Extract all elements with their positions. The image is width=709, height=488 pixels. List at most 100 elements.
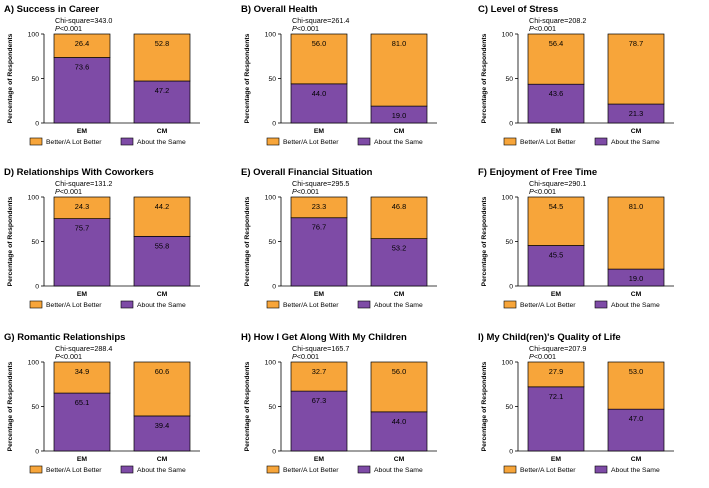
x-category-label: CM bbox=[157, 128, 168, 135]
p-value-symbol: P bbox=[55, 187, 60, 196]
y-axis-label: Percentage of Respondents bbox=[481, 196, 488, 286]
chi-square-label: Chi-square=290.1 bbox=[529, 179, 586, 188]
chi-square-label: Chi-square=131.2 bbox=[55, 179, 112, 188]
legend-swatch-better bbox=[29, 137, 43, 146]
y-axis-label: Percentage of Respondents bbox=[481, 361, 488, 451]
chart-svg: I) My Child(ren)'s Quality of LifeChi-sq… bbox=[478, 332, 674, 474]
y-tick-label: 50 bbox=[505, 76, 513, 83]
chi-square-label: Chi-square=288.4 bbox=[55, 344, 112, 353]
y-tick-label: 0 bbox=[35, 283, 39, 290]
bar-about-the-same bbox=[370, 238, 428, 287]
bar-about-the-same bbox=[133, 235, 191, 287]
chi-square-label: Chi-square=165.7 bbox=[292, 344, 349, 353]
x-category-label: EM bbox=[551, 456, 562, 463]
bar-better bbox=[607, 361, 665, 410]
bar-value-label-better: 44.2 bbox=[155, 202, 169, 211]
bar-value-label-same: 73.6 bbox=[75, 62, 89, 71]
y-tick-label: 50 bbox=[268, 404, 276, 411]
x-category-label: CM bbox=[157, 456, 168, 463]
y-tick-label: 100 bbox=[28, 31, 40, 38]
legend-label-better: Better/A Lot Better bbox=[520, 302, 576, 309]
p-value-label: P<0.001 bbox=[55, 187, 82, 196]
p-value-text: <0.001 bbox=[60, 352, 82, 361]
legend-label-same: About the Same bbox=[611, 139, 660, 146]
p-value-text: <0.001 bbox=[534, 352, 556, 361]
bar-better bbox=[53, 33, 111, 58]
y-axis-label: Percentage of Respondents bbox=[244, 361, 251, 451]
bar-better bbox=[370, 33, 428, 107]
chi-square-label: Chi-square=343.0 bbox=[55, 16, 112, 25]
y-tick-label: 0 bbox=[272, 120, 276, 127]
chart-title: D) Relationships With Coworkers bbox=[4, 167, 154, 178]
x-category-label: EM bbox=[314, 291, 325, 298]
p-value-label: P<0.001 bbox=[529, 352, 556, 361]
bar-value-label-same: 19.0 bbox=[629, 274, 643, 283]
bar-value-label-better: 56.0 bbox=[392, 367, 406, 376]
chart-panel: F) Enjoyment of Free Time Chi-square=290.… bbox=[474, 163, 704, 323]
y-tick-label: 50 bbox=[31, 76, 39, 83]
x-category-label: CM bbox=[394, 128, 405, 135]
p-value-symbol: P bbox=[292, 24, 297, 33]
legend-swatch-better bbox=[29, 300, 43, 309]
legend-label-better: Better/A Lot Better bbox=[520, 139, 576, 146]
x-category-label: CM bbox=[157, 291, 168, 298]
y-axis-label: Percentage of Respondents bbox=[244, 196, 251, 286]
bar-value-label-same: 53.2 bbox=[392, 244, 406, 253]
bar-better bbox=[607, 196, 665, 270]
bar-better bbox=[53, 196, 111, 219]
y-tick-label: 100 bbox=[502, 359, 514, 366]
chart-title: E) Overall Financial Situation bbox=[241, 167, 373, 178]
bar-value-label-same: 67.3 bbox=[312, 396, 326, 405]
bar-value-label-better: 32.7 bbox=[312, 367, 326, 376]
y-tick-label: 100 bbox=[265, 31, 277, 38]
bar-better bbox=[527, 361, 585, 388]
chart-title: B) Overall Health bbox=[241, 4, 318, 15]
bar-value-label-better: 56.4 bbox=[549, 39, 563, 48]
bar-better bbox=[370, 196, 428, 240]
legend-swatch-better bbox=[266, 137, 280, 146]
y-tick-label: 100 bbox=[502, 31, 514, 38]
y-tick-label: 0 bbox=[272, 283, 276, 290]
x-category-label: CM bbox=[394, 291, 405, 298]
bar-value-label-same: 76.7 bbox=[312, 223, 326, 232]
p-value-text: <0.001 bbox=[297, 352, 319, 361]
bar-better bbox=[133, 196, 191, 237]
y-tick-label: 100 bbox=[265, 359, 277, 366]
x-category-label: EM bbox=[77, 128, 88, 135]
y-tick-label: 100 bbox=[28, 194, 40, 201]
bar-value-label-same: 21.3 bbox=[629, 109, 643, 118]
y-tick-label: 50 bbox=[268, 76, 276, 83]
legend-swatch-same bbox=[594, 300, 608, 309]
p-value-text: <0.001 bbox=[534, 24, 556, 33]
legend-label-same: About the Same bbox=[611, 467, 660, 474]
y-tick-label: 50 bbox=[505, 239, 513, 246]
bar-value-label-same: 45.5 bbox=[549, 251, 563, 260]
bar-about-the-same bbox=[53, 392, 111, 452]
bar-value-label-better: 53.0 bbox=[629, 367, 643, 376]
bar-value-label-same: 47.0 bbox=[629, 414, 643, 423]
p-value-text: <0.001 bbox=[60, 24, 82, 33]
x-category-label: CM bbox=[631, 128, 642, 135]
y-tick-label: 50 bbox=[31, 404, 39, 411]
chart-svg: A) Success in CareerChi-square=343.0P<0.… bbox=[4, 4, 200, 146]
legend-swatch-same bbox=[120, 300, 134, 309]
bar-better bbox=[133, 361, 191, 417]
p-value-label: P<0.001 bbox=[292, 352, 319, 361]
bar-value-label-same: 65.1 bbox=[75, 398, 89, 407]
p-value-text: <0.001 bbox=[60, 187, 82, 196]
legend-swatch-same bbox=[357, 465, 371, 474]
y-tick-label: 0 bbox=[509, 283, 513, 290]
bar-about-the-same bbox=[290, 217, 348, 287]
bar-better bbox=[290, 196, 348, 219]
legend-label-same: About the Same bbox=[137, 467, 186, 474]
bar-about-the-same bbox=[133, 415, 191, 452]
y-tick-label: 0 bbox=[509, 120, 513, 127]
bar-better bbox=[133, 33, 191, 82]
chart-panel: B) Overall Health Chi-square=261.4 P<0.001… bbox=[237, 0, 467, 160]
bar-value-label-better: 24.3 bbox=[75, 202, 89, 211]
bar-better bbox=[290, 33, 348, 85]
legend-swatch-same bbox=[594, 137, 608, 146]
chart-panel: I) My Child(ren)'s Quality of Life Chi-sq… bbox=[474, 328, 704, 488]
legend-label-better: Better/A Lot Better bbox=[520, 467, 576, 474]
chart-title: C) Level of Stress bbox=[478, 4, 558, 15]
